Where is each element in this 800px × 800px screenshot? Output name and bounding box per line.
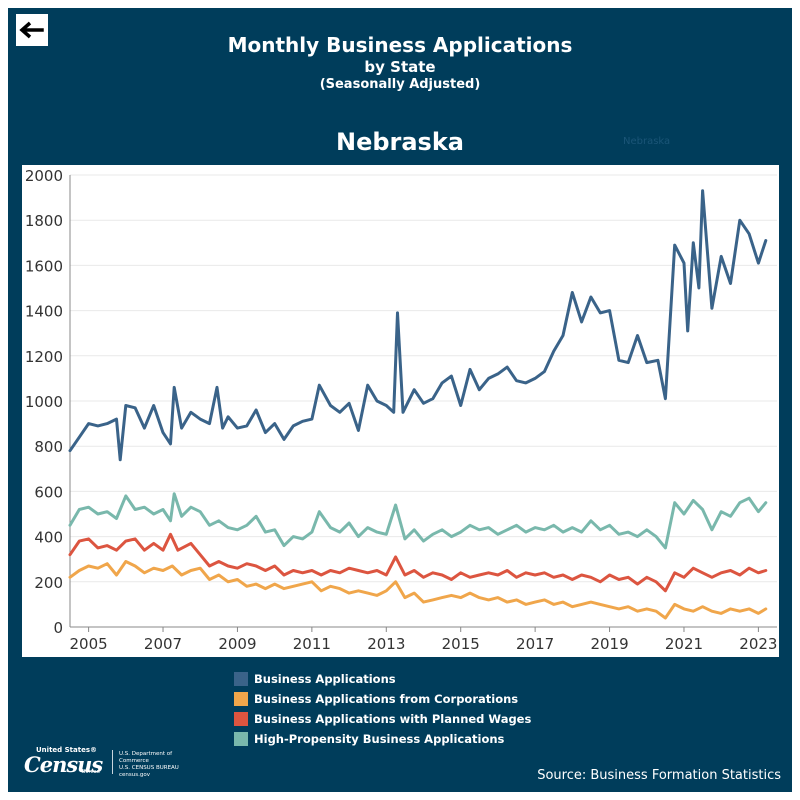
legend-item: High-Propensity Business Applications xyxy=(234,729,531,749)
legend-swatch xyxy=(234,692,248,706)
x-tick-label: 2011 xyxy=(293,635,331,653)
x-tick-label: 2023 xyxy=(739,635,777,653)
y-tick-label: 400 xyxy=(34,529,63,547)
page-note: (Seasonally Adjusted) xyxy=(319,77,481,92)
legend-label: High-Propensity Business Applications xyxy=(254,732,505,746)
legend-label: Business Applications xyxy=(254,672,396,686)
y-tick-label: 800 xyxy=(34,438,63,456)
y-tick-label: 1000 xyxy=(25,393,63,411)
y-tick-label: 200 xyxy=(34,574,63,592)
series-line-2 xyxy=(68,560,768,620)
x-tick-label: 2009 xyxy=(218,635,256,653)
series-line-3 xyxy=(68,532,768,593)
series-line-4 xyxy=(68,492,768,550)
y-tick-label: 1800 xyxy=(25,212,63,230)
x-tick-label: 2013 xyxy=(367,635,405,653)
x-tick-label: 2015 xyxy=(442,635,480,653)
x-tick-label: 2021 xyxy=(665,635,703,653)
legend-swatch xyxy=(234,712,248,726)
legend-swatch xyxy=(234,672,248,686)
legend-swatch xyxy=(234,732,248,746)
x-tick-label: 2005 xyxy=(70,635,108,653)
chart-title: Nebraska xyxy=(335,128,464,156)
faint-state-label: Nebraska xyxy=(623,136,671,147)
legend-label: Business Applications with Planned Wages xyxy=(254,712,532,726)
legend-item: Business Applications from Corporations xyxy=(234,689,531,709)
x-tick-label: 2019 xyxy=(590,635,628,653)
y-tick-label: 2000 xyxy=(25,167,63,185)
x-tick-label: 2007 xyxy=(144,635,182,653)
legend-item: Business Applications xyxy=(234,669,531,689)
back-button[interactable] xyxy=(16,14,48,46)
y-tick-label: 0 xyxy=(53,619,63,637)
y-tick-label: 1200 xyxy=(25,348,63,366)
x-tick-label: 2017 xyxy=(516,635,554,653)
page-title: Monthly Business Applications xyxy=(227,33,573,57)
y-tick-label: 1600 xyxy=(25,257,63,275)
legend: Business Applications Business Applicatio… xyxy=(234,669,531,749)
back-arrow-icon xyxy=(19,21,44,39)
page-subtitle: by State xyxy=(364,58,436,76)
source-note: Source: Business Formation Statistics xyxy=(537,768,781,783)
line-chart: 0 200 400 600 800 1000 1200 1400 1600 1800 2000 200… xyxy=(25,167,778,653)
y-tick-label: 600 xyxy=(34,483,63,501)
census-logo: United States® Census Bureau U.S. Depart… xyxy=(24,746,179,778)
legend-item: Business Applications with Planned Wages xyxy=(234,709,531,729)
legend-label: Business Applications from Corporations xyxy=(254,692,519,706)
y-tick-label: 1400 xyxy=(25,303,63,321)
chart-panel: 0 200 400 600 800 1000 1200 1400 1600 1800 2000 200… xyxy=(22,165,779,657)
series-line-1 xyxy=(68,189,768,462)
